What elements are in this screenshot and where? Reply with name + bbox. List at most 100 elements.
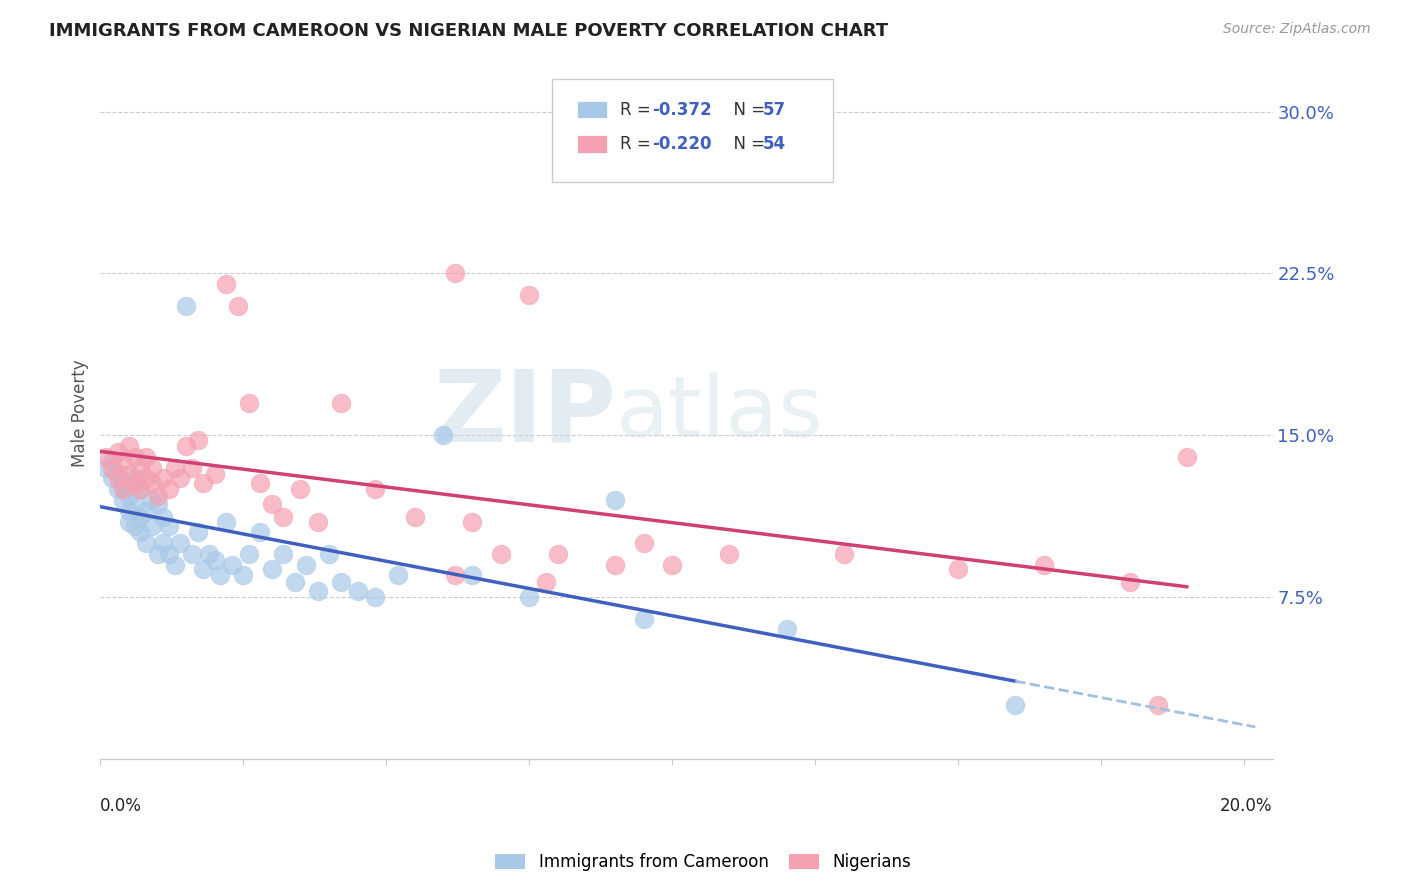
Point — [152, 471, 174, 485]
Point — [174, 439, 197, 453]
Point — [249, 525, 271, 540]
Point — [174, 299, 197, 313]
Point — [129, 460, 152, 475]
Point — [112, 475, 135, 490]
Point — [157, 482, 180, 496]
Point — [517, 288, 540, 302]
Point — [1175, 450, 1198, 464]
Text: ZIP: ZIP — [433, 365, 616, 462]
Point — [364, 482, 387, 496]
Point — [775, 623, 797, 637]
Point — [387, 568, 409, 582]
Point — [157, 547, 180, 561]
Text: Source: ZipAtlas.com: Source: ZipAtlas.com — [1223, 22, 1371, 37]
Point — [204, 553, 226, 567]
Point — [129, 482, 152, 496]
Point — [118, 439, 141, 453]
Point — [118, 489, 141, 503]
Point — [249, 475, 271, 490]
Text: N =: N = — [723, 136, 770, 153]
FancyBboxPatch shape — [578, 136, 607, 153]
Point — [633, 611, 655, 625]
Point — [215, 277, 238, 292]
Point — [547, 547, 569, 561]
Point — [163, 558, 186, 572]
Point — [135, 450, 157, 464]
Point — [118, 515, 141, 529]
Point — [187, 433, 209, 447]
Point — [432, 428, 454, 442]
Point — [124, 471, 146, 485]
Point — [141, 475, 163, 490]
Point — [101, 454, 124, 468]
Point — [273, 547, 295, 561]
Point — [260, 562, 283, 576]
Point — [221, 558, 243, 572]
Point — [141, 518, 163, 533]
Point — [107, 471, 129, 485]
Point — [124, 497, 146, 511]
Point — [832, 547, 855, 561]
Point — [1147, 698, 1170, 712]
Legend: Immigrants from Cameroon, Nigerians: Immigrants from Cameroon, Nigerians — [486, 845, 920, 880]
Point — [157, 518, 180, 533]
Point — [603, 492, 626, 507]
Point — [633, 536, 655, 550]
Point — [718, 547, 741, 561]
Point — [146, 497, 169, 511]
Point — [489, 547, 512, 561]
Point — [329, 574, 352, 589]
Point — [284, 574, 307, 589]
Point — [129, 510, 152, 524]
Point — [124, 450, 146, 464]
Point — [307, 583, 329, 598]
Point — [118, 504, 141, 518]
Text: N =: N = — [723, 101, 770, 119]
Text: 57: 57 — [762, 101, 786, 119]
Point — [193, 475, 215, 490]
Point — [101, 471, 124, 485]
Point — [238, 547, 260, 561]
FancyBboxPatch shape — [551, 78, 832, 182]
Point — [461, 568, 484, 582]
Point — [112, 454, 135, 468]
Point — [107, 467, 129, 481]
Point — [146, 547, 169, 561]
Text: -0.372: -0.372 — [652, 101, 711, 119]
Point — [180, 547, 202, 561]
Point — [198, 547, 221, 561]
Point — [152, 510, 174, 524]
Text: R =: R = — [620, 136, 655, 153]
FancyBboxPatch shape — [578, 101, 607, 119]
Point — [444, 568, 467, 582]
Point — [1118, 574, 1140, 589]
Point — [169, 471, 191, 485]
Point — [124, 518, 146, 533]
Point — [163, 460, 186, 475]
Point — [307, 515, 329, 529]
Point — [273, 510, 295, 524]
Point — [94, 460, 117, 475]
Point — [204, 467, 226, 481]
Point — [232, 568, 254, 582]
Text: IMMIGRANTS FROM CAMEROON VS NIGERIAN MALE POVERTY CORRELATION CHART: IMMIGRANTS FROM CAMEROON VS NIGERIAN MAL… — [49, 22, 889, 40]
Point — [364, 590, 387, 604]
Point — [238, 396, 260, 410]
Point — [226, 299, 249, 313]
Point — [180, 460, 202, 475]
Point — [946, 562, 969, 576]
Point — [169, 536, 191, 550]
Point — [536, 574, 558, 589]
Point — [124, 475, 146, 490]
Point — [193, 562, 215, 576]
Point — [187, 525, 209, 540]
Point — [135, 471, 157, 485]
Point — [101, 460, 124, 475]
Text: -0.220: -0.220 — [652, 136, 711, 153]
Text: R =: R = — [620, 101, 655, 119]
Point — [1004, 698, 1026, 712]
Point — [318, 547, 340, 561]
Point — [346, 583, 368, 598]
Point — [295, 558, 318, 572]
Point — [141, 492, 163, 507]
